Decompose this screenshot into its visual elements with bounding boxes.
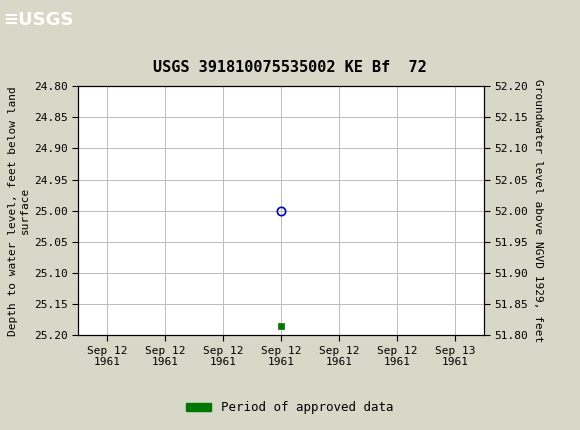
Text: USGS 391810075535002 KE Bf  72: USGS 391810075535002 KE Bf 72 [153,60,427,75]
Text: ≡USGS: ≡USGS [3,12,74,29]
Legend: Period of approved data: Period of approved data [181,396,399,419]
Y-axis label: Depth to water level, feet below land
surface: Depth to water level, feet below land su… [8,86,30,335]
Y-axis label: Groundwater level above NGVD 1929, feet: Groundwater level above NGVD 1929, feet [532,79,543,342]
